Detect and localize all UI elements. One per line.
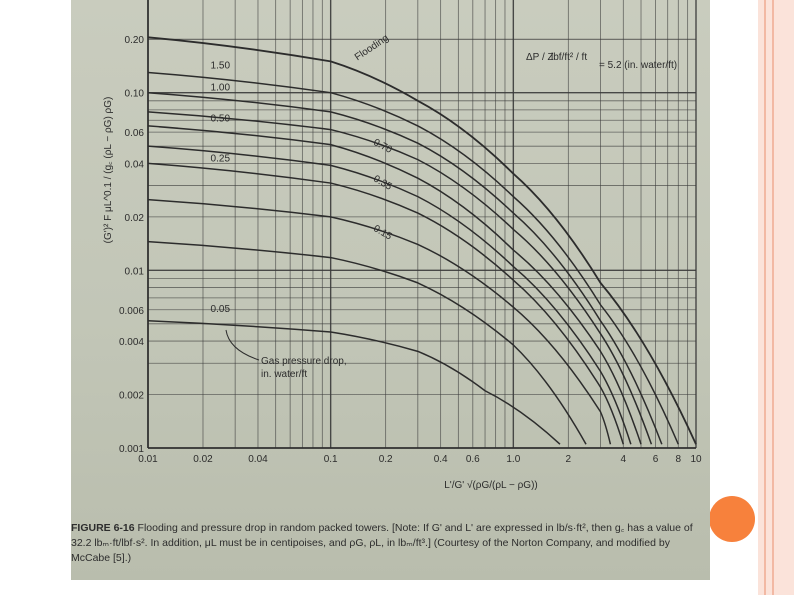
caption-figure-label: FIGURE 6-16 bbox=[71, 522, 135, 534]
x-tick-label: 0.4 bbox=[434, 454, 448, 465]
y-axis-label: (G')² F μL^0.1 / (g꜀ (ρL − ρG) ρG) bbox=[103, 97, 114, 244]
curves bbox=[147, 36, 697, 445]
x-tick-label: 8 bbox=[676, 454, 682, 465]
y-tick-label: 0.20 bbox=[125, 35, 145, 46]
curve-0-25 bbox=[147, 162, 625, 445]
x-tick-label: 0.2 bbox=[379, 454, 393, 465]
packed-tower-chart: 0.01 0.02 0.04 0.1 0.2 0.4 0.6 1.0 2 4 6 8 10 0.20 0.1… bbox=[103, 0, 702, 491]
y-tick-label: 0.06 bbox=[125, 128, 145, 139]
x-tick-label: 10 bbox=[690, 454, 702, 465]
curve-Flooding bbox=[147, 36, 697, 445]
y-tick-label: 0.01 bbox=[125, 266, 145, 277]
x-tick-label: 4 bbox=[621, 454, 627, 465]
curve-label: 1.50 bbox=[211, 61, 231, 72]
x-tick-label: 0.6 bbox=[466, 454, 480, 465]
curve-1-50 bbox=[147, 71, 679, 445]
curve-label: 0.70 bbox=[371, 137, 394, 156]
curve-label: 1.00 bbox=[211, 83, 231, 94]
curve-0-35 bbox=[147, 145, 632, 445]
curve-label: 0.25 bbox=[211, 153, 231, 164]
y-tick-label: 0.002 bbox=[119, 391, 144, 402]
curve-label: Flooding bbox=[353, 33, 391, 64]
curve-0-05 bbox=[147, 320, 561, 445]
curve-0-15 bbox=[147, 198, 612, 445]
y-tick-label: 0.04 bbox=[125, 159, 145, 170]
y-tick-label: 0.02 bbox=[125, 213, 145, 224]
y-tick-label: 0.004 bbox=[119, 337, 144, 348]
annot-pressure-left: ΔP / Z bbox=[526, 52, 554, 63]
annot-leader-line bbox=[225, 329, 260, 361]
x-tick-label: 0.04 bbox=[248, 454, 268, 465]
curve-label: 0.05 bbox=[211, 304, 231, 315]
curve-0-50 bbox=[147, 125, 642, 445]
caption-text: Flooding and pressure drop in random pac… bbox=[71, 522, 693, 564]
x-axis-label: L'/G' √(ρG/(ρL − ρG)) bbox=[444, 479, 538, 491]
annot-gas-drop-line2: in. water/ft bbox=[261, 369, 307, 380]
curve-0-70 bbox=[147, 111, 653, 445]
y-tick-label: 0.006 bbox=[119, 306, 144, 317]
figure-caption: FIGURE 6-16 Flooding and pressure drop i… bbox=[71, 521, 701, 566]
slide-border-stripe bbox=[758, 0, 794, 595]
x-tick-label: 0.1 bbox=[324, 454, 338, 465]
curve-label: 0.50 bbox=[211, 114, 231, 125]
axes: 0.01 0.02 0.04 0.1 0.2 0.4 0.6 1.0 2 4 6 8 10 0.20 0.1… bbox=[103, 0, 702, 491]
figure-photo: 0.01 0.02 0.04 0.1 0.2 0.4 0.6 1.0 2 4 6 8 10 0.20 0.1… bbox=[71, 0, 710, 580]
x-tick-label: 2 bbox=[566, 454, 572, 465]
x-tick-label: 0.01 bbox=[138, 454, 158, 465]
y-tick-label: 0.10 bbox=[125, 89, 145, 100]
annot-pressure-right: = 5.2 (in. water/ft) bbox=[599, 60, 677, 71]
curve-1-00 bbox=[147, 91, 663, 445]
curve-label: 0.15 bbox=[371, 223, 394, 242]
x-tick-label: 6 bbox=[653, 454, 659, 465]
x-tick-label: 0.02 bbox=[193, 454, 213, 465]
orange-dot-decoration bbox=[709, 496, 755, 542]
x-tick-label: 1.0 bbox=[506, 454, 520, 465]
y-tick-label: 0.001 bbox=[119, 444, 144, 455]
annot-gas-drop-line1: Gas pressure drop, bbox=[261, 356, 347, 367]
annot-pressure-mid: lbf/ft² / ft bbox=[551, 52, 587, 63]
curve-unlabeled bbox=[147, 240, 587, 445]
curve-label: 0.35 bbox=[371, 174, 394, 193]
